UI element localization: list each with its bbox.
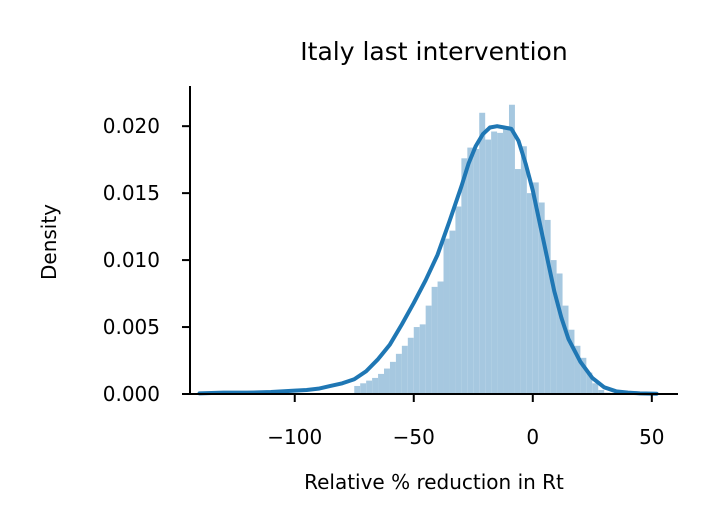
x-tick-label: 50: [639, 425, 664, 449]
x-tick-label: −50: [393, 425, 435, 449]
axes: [189, 86, 678, 395]
histogram-bar: [437, 281, 444, 394]
histogram-bar: [395, 353, 402, 394]
histogram-bar: [598, 389, 605, 394]
kde-line: [197, 124, 659, 396]
histogram-bar: [526, 193, 533, 394]
histogram-bar: [592, 383, 599, 394]
histogram-bar: [389, 361, 396, 394]
histogram-bar: [568, 329, 575, 394]
histogram-bar: [413, 327, 420, 394]
histogram-bar: [514, 169, 521, 394]
histogram-bar: [419, 324, 426, 394]
y-tick-label: 0.015: [103, 181, 160, 205]
y-tick-label: 0.010: [103, 248, 160, 272]
histogram-bar: [532, 182, 539, 394]
y-tick-label: 0.005: [103, 315, 160, 339]
histogram-bar: [479, 112, 486, 394]
y-ticks: 0.000 0.005 0.010 0.015 0.020: [103, 114, 190, 406]
histogram-bar: [467, 147, 474, 394]
histogram-bar: [491, 131, 498, 394]
histogram-bar: [580, 357, 587, 394]
histogram-bar: [556, 273, 563, 394]
kde-curve-group: [197, 124, 659, 396]
histogram-bar: [550, 260, 557, 394]
x-tick-label: −100: [267, 425, 322, 449]
histogram-bar: [485, 139, 492, 394]
x-ticks: −100 −50 0 50: [267, 394, 665, 449]
histogram-bar: [407, 337, 414, 394]
histogram-bar: [378, 373, 385, 394]
histogram-bar: [520, 146, 527, 394]
histogram-bars: [354, 104, 611, 395]
histogram-bar: [425, 305, 432, 394]
histogram-bar: [538, 202, 545, 394]
histogram-bar: [443, 238, 450, 394]
histogram-bar: [455, 206, 462, 394]
histogram-bar: [384, 368, 390, 394]
histogram-bar: [366, 380, 373, 394]
histogram-bar: [461, 158, 468, 394]
histogram-bar: [449, 230, 456, 394]
chart-title: Italy last intervention: [300, 37, 567, 66]
histogram-bar: [401, 345, 408, 394]
histogram-bar: [473, 148, 480, 394]
histogram-bar: [354, 385, 361, 394]
histogram-bar: [497, 132, 504, 394]
histogram-bar: [360, 383, 367, 394]
histogram-bar: [544, 219, 551, 394]
histogram-bar: [562, 305, 569, 394]
histogram-bar: [574, 345, 581, 394]
histogram-bar: [508, 104, 515, 394]
y-axis-title: Density: [37, 204, 61, 280]
histogram-bar: [431, 286, 438, 394]
x-tick-label: 0: [526, 425, 539, 449]
histogram-bar: [503, 126, 509, 395]
y-tick-label: 0.020: [103, 114, 160, 138]
histogram-bar: [372, 377, 379, 394]
histogram-bar: [586, 372, 593, 394]
x-axis-title: Relative % reduction in Rt: [304, 470, 564, 494]
y-tick-label: 0.000: [103, 382, 160, 406]
